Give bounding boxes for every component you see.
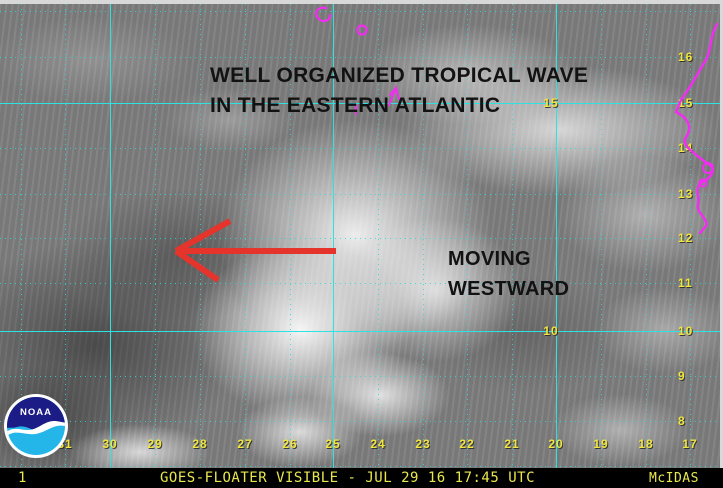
latitude-gridline [0,57,720,58]
latitude-gridline [0,331,720,332]
longitude-gridline [110,4,111,468]
longitude-gridline [601,4,602,468]
latitude-gridline [0,283,720,284]
overlay-squiggle [315,6,332,23]
latitude-label: 13 [678,187,694,201]
longitude-label: 22 [459,437,475,451]
longitude-gridline [65,4,66,468]
frame-edge-right [720,0,723,468]
longitude-gridline [245,4,246,468]
latitude-gridline [0,103,720,104]
coastline-islet [702,162,714,174]
longitude-label: 20 [548,437,564,451]
westward-arrow [174,218,336,283]
overlay-squiggle [356,24,368,36]
longitude-label: 25 [325,437,341,451]
longitude-label: 26 [282,437,298,451]
latitude-gridline [0,148,720,149]
longitude-label: 18 [638,437,654,451]
latitude-gridline [0,421,720,422]
noaa-logo-text: NOAA [20,407,52,418]
latitude-label: 8 [678,414,686,428]
satellite-caption: GOES-FLOATER VISIBLE - JUL 29 16 17:45 U… [160,470,536,486]
longitude-label: 19 [593,437,609,451]
latitude-gridline [0,466,720,467]
longitude-gridline [423,4,424,468]
longitude-gridline [21,4,22,468]
overlay-squiggle [388,84,400,106]
latitude-gridline [0,11,720,12]
longitude-label: 17 [682,437,698,451]
longitude-gridline [155,4,156,468]
longitude-label: 29 [147,437,163,451]
longitude-label: 23 [415,437,431,451]
longitude-label: 30 [102,437,118,451]
latitude-gridline [0,376,720,377]
longitude-gridline [378,4,379,468]
map-overlay [174,6,719,283]
latitude-gridline [0,238,720,239]
longitude-gridline [290,4,291,468]
status-bar: 1 GOES-FLOATER VISIBLE - JUL 29 16 17:45… [0,468,723,488]
longitude-label: 24 [370,437,386,451]
longitude-gridline [467,4,468,468]
latitude-label: 11 [678,276,693,290]
mcidas-brand: McIDAS [649,471,699,486]
coastline-path [674,22,719,235]
longitude-gridline [556,4,557,468]
longitude-label: 28 [192,437,208,451]
frame-edge-top [0,0,723,4]
latitude-label: 14 [678,141,694,155]
latitude-label-mid: 15 [543,96,559,110]
satellite-cloud-imagery [0,0,723,468]
latitude-label-mid: 10 [543,324,559,338]
noaa-logo: NOAA [4,394,68,458]
latitude-gridline [0,194,720,195]
movement-line2: WESTWARD [448,278,570,300]
movement-line1: MOVING [448,248,531,270]
frame-number: 1 [18,470,27,486]
coastline-islet [698,178,708,188]
longitude-gridline [646,4,647,468]
headline-line1: WELL ORGANIZED TROPICAL WAVE [210,64,589,87]
latitude-label: 10 [678,324,694,338]
longitude-gridline [333,4,334,468]
longitude-label: 21 [504,437,520,451]
latitude-label: 9 [678,369,686,383]
longitude-gridline [690,4,691,468]
latitude-label: 16 [678,50,694,64]
longitude-label: 27 [237,437,253,451]
longitude-gridline [512,4,513,468]
headline-line2: IN THE EASTERN ATLANTIC [210,94,501,117]
latitude-label: 12 [678,231,694,245]
